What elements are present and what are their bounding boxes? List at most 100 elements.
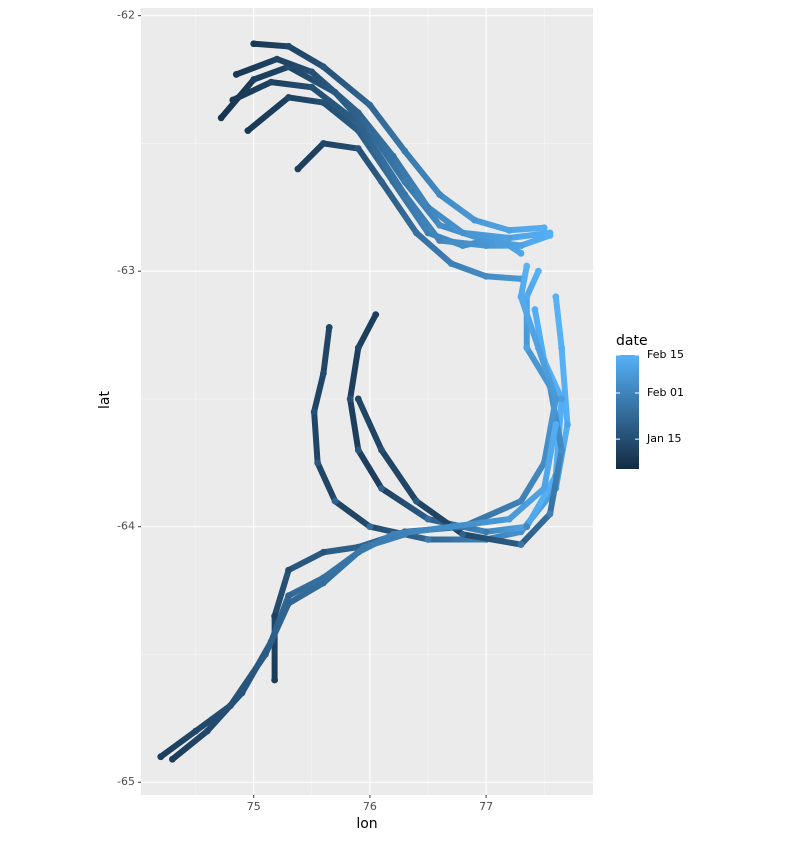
track-point xyxy=(534,267,542,275)
track-point xyxy=(552,395,560,403)
x-tick-label: 77 xyxy=(479,800,493,813)
track-point xyxy=(436,221,444,229)
track-point xyxy=(378,446,385,454)
track-point xyxy=(310,408,318,416)
track-point xyxy=(320,369,327,377)
y-tick-label: -65 xyxy=(117,775,135,788)
track-point xyxy=(546,510,554,518)
track-point xyxy=(232,71,240,78)
colorbar xyxy=(616,355,639,469)
track-point xyxy=(250,40,258,48)
track-point xyxy=(360,543,368,551)
track-line xyxy=(157,531,408,760)
track-point xyxy=(482,242,490,250)
y-tick-label: -64 xyxy=(117,520,135,533)
track-point xyxy=(546,229,554,237)
colorbar-label: Jan 15 xyxy=(646,432,681,445)
track-point xyxy=(192,727,200,735)
track-point xyxy=(285,592,292,600)
track-point xyxy=(250,76,258,83)
track-point xyxy=(157,753,165,761)
track-point xyxy=(552,421,560,428)
track-point xyxy=(564,421,571,428)
track-point xyxy=(401,530,409,538)
track-point xyxy=(447,260,455,267)
track-point xyxy=(517,293,525,301)
track-point xyxy=(285,42,292,50)
track-point xyxy=(267,78,275,86)
track-point xyxy=(354,395,362,403)
x-axis-label: lon xyxy=(356,816,377,832)
track-point xyxy=(271,612,279,620)
track-point xyxy=(517,541,525,548)
track-point xyxy=(372,311,380,319)
track-point xyxy=(354,109,362,117)
track-point xyxy=(558,344,566,352)
legend-title: date xyxy=(616,333,648,349)
track-point xyxy=(558,395,566,403)
track-point xyxy=(517,249,525,257)
y-axis-label: lat xyxy=(97,391,113,409)
track-point xyxy=(294,165,302,173)
track-point xyxy=(285,94,292,101)
colorbar-label: Feb 01 xyxy=(647,386,684,399)
track-point xyxy=(412,229,420,237)
track-point xyxy=(436,191,444,198)
track-point xyxy=(459,229,467,237)
track-point xyxy=(320,140,327,147)
track-point xyxy=(285,599,292,607)
track-point xyxy=(308,68,316,76)
track-point xyxy=(523,262,531,270)
track-point xyxy=(471,216,478,224)
track-point xyxy=(378,178,385,186)
track-point xyxy=(227,702,234,709)
track-line xyxy=(229,79,524,249)
track-point xyxy=(517,242,525,250)
track-point xyxy=(378,484,385,492)
track-point xyxy=(424,203,432,211)
x-tick-label: 75 xyxy=(247,800,261,813)
track-point xyxy=(354,145,362,152)
track-point xyxy=(505,515,513,523)
track-point xyxy=(354,446,362,454)
track-point xyxy=(366,523,374,531)
track-point xyxy=(523,523,531,531)
track-point xyxy=(540,484,548,492)
track-point xyxy=(203,727,211,735)
track-point xyxy=(244,127,252,135)
track-point xyxy=(482,272,490,280)
track-point xyxy=(346,395,354,403)
track-point xyxy=(424,515,432,523)
track-point xyxy=(401,147,409,155)
track-point xyxy=(261,651,269,658)
track-point xyxy=(320,548,327,556)
track-point xyxy=(314,459,322,467)
track-point xyxy=(459,530,467,538)
track-point xyxy=(531,306,539,313)
track-point xyxy=(320,579,327,587)
track-point xyxy=(505,226,513,234)
track-point xyxy=(552,293,560,301)
track-point xyxy=(447,523,455,531)
track-point xyxy=(424,536,432,543)
track-point xyxy=(436,237,444,244)
track-point xyxy=(389,152,397,160)
track-point xyxy=(354,119,362,127)
track-point xyxy=(331,497,339,505)
y-tick-label: -62 xyxy=(117,9,135,22)
track-point xyxy=(401,191,409,198)
y-tick-label: -63 xyxy=(117,264,135,277)
track-point xyxy=(229,96,237,104)
track-point xyxy=(308,83,316,91)
track-point xyxy=(482,528,490,536)
track-point xyxy=(285,566,292,574)
track-point xyxy=(523,293,531,301)
track-point xyxy=(558,446,566,454)
track-point xyxy=(517,497,525,505)
x-tick-label: 76 xyxy=(363,800,377,813)
track-point xyxy=(412,497,420,505)
track-point xyxy=(540,224,548,232)
track-point xyxy=(325,323,333,331)
track-point xyxy=(273,55,281,63)
